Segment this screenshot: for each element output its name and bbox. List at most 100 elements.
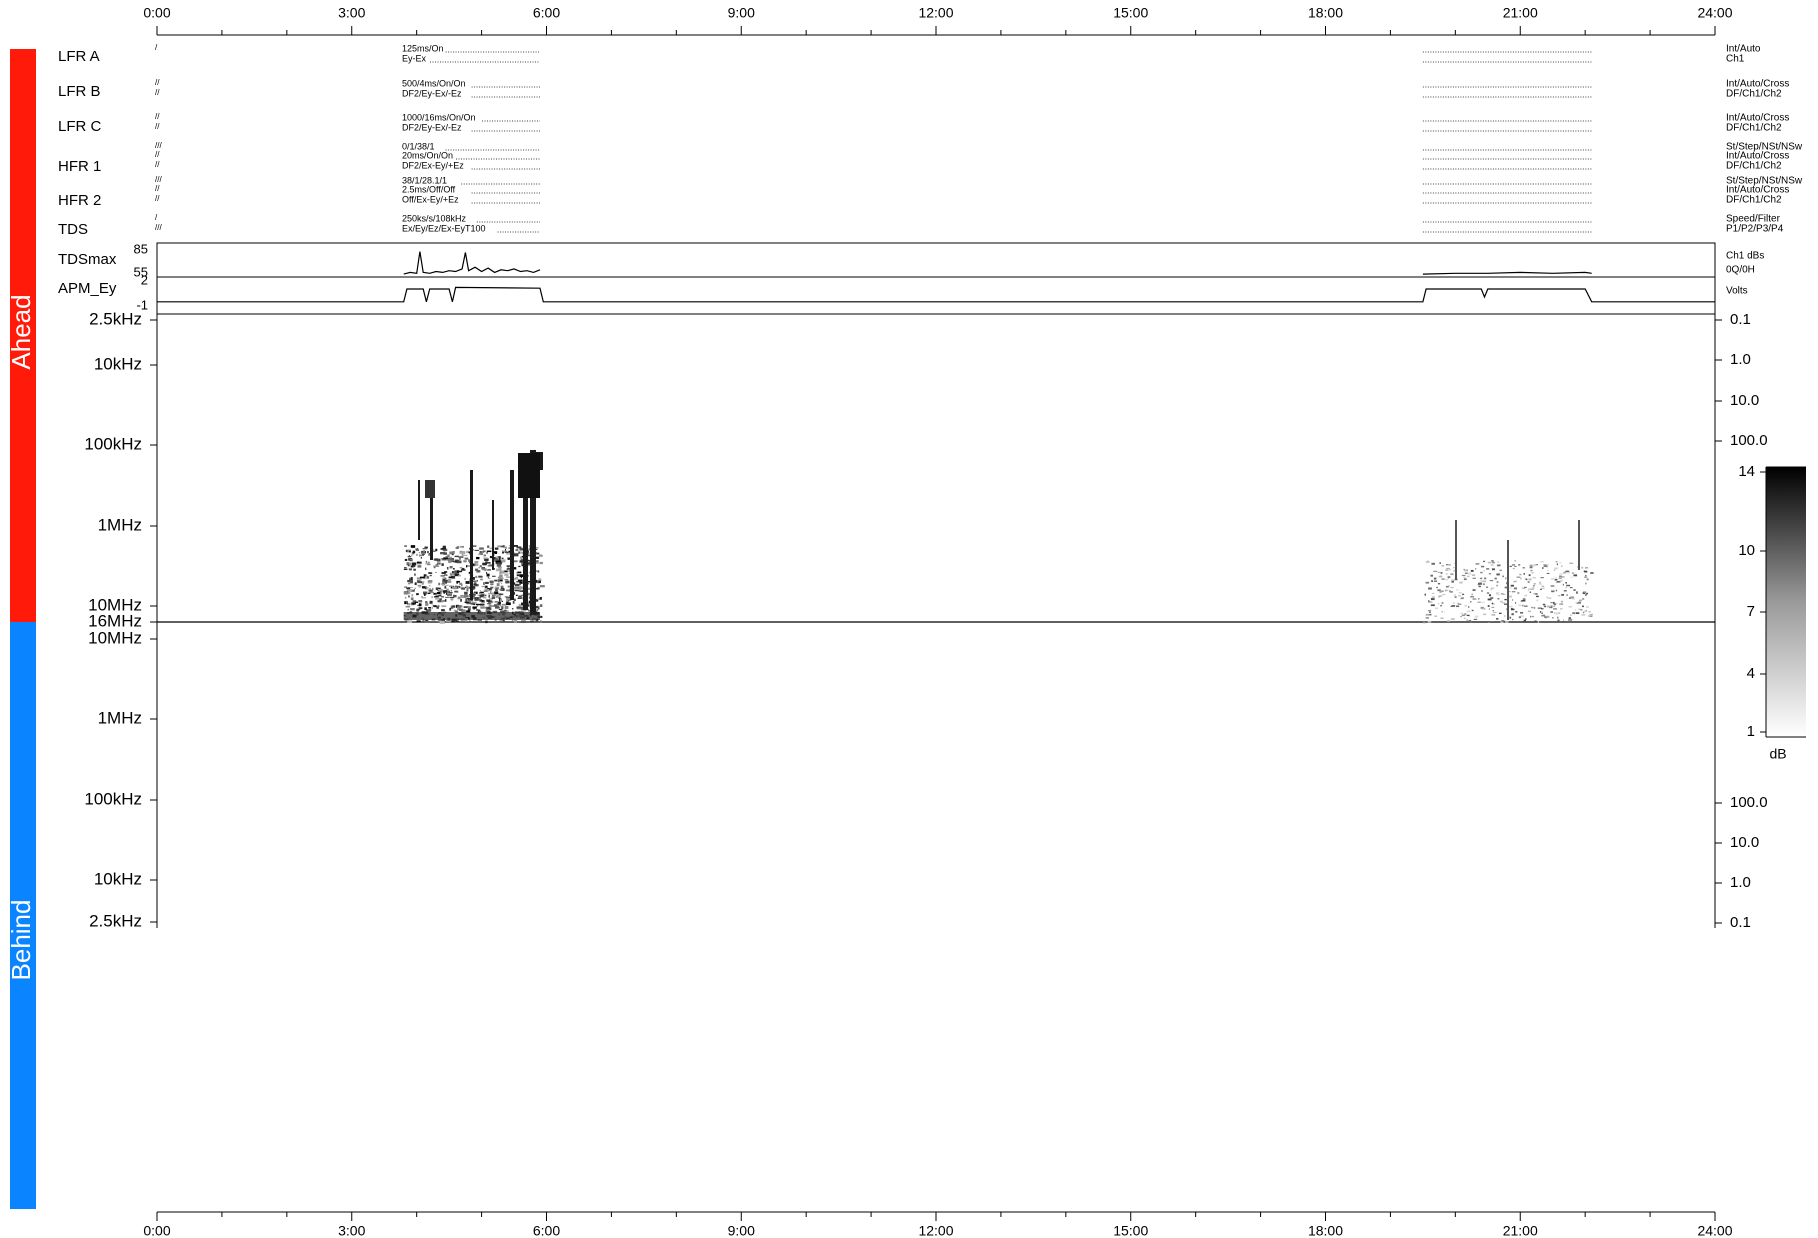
mode-left-code: // <box>155 194 160 203</box>
spectrogram-cell <box>1561 576 1565 578</box>
spectrogram-cell <box>1581 605 1585 608</box>
spectrogram-cell <box>1501 620 1505 622</box>
spectrogram-cell <box>1531 571 1534 574</box>
spectrogram-cell <box>499 577 504 580</box>
spectrogram-cell <box>1509 616 1512 619</box>
spectrogram-cell <box>1447 620 1451 622</box>
spectrogram-cell <box>1501 593 1506 595</box>
spectrogram-cell <box>425 576 430 579</box>
behind-bar <box>10 622 36 1209</box>
spectrogram-cell <box>414 582 417 586</box>
spectrogram-cell <box>1431 562 1435 565</box>
spectrogram-cell <box>407 620 413 623</box>
spectrogram-cell <box>1491 614 1496 616</box>
spectrogram-cell <box>1451 579 1455 582</box>
spectrogram-cell <box>1478 598 1480 600</box>
spectrogram-cell <box>484 558 489 561</box>
spectrogram-cell <box>406 562 410 566</box>
spectrogram-cell <box>471 587 475 590</box>
spectrogram-cell <box>456 570 460 574</box>
freq-tick-label: 0.1 <box>1730 311 1751 328</box>
spectrogram-cell <box>405 605 411 608</box>
spectrogram-cell <box>497 545 502 548</box>
spectrogram-cell <box>461 584 463 587</box>
spectrogram-cell <box>516 581 521 583</box>
spectrogram-cell <box>457 570 463 573</box>
spectrogram-cell <box>423 593 426 596</box>
spectrogram-cell <box>476 570 481 573</box>
spectrogram-cell <box>1482 580 1487 583</box>
spectrogram-cell <box>453 561 455 563</box>
freq-tick-label: 100kHz <box>84 434 142 453</box>
spectrogram-cell <box>1486 568 1490 570</box>
spectrogram-cell <box>504 546 507 549</box>
spectrogram-cell <box>1535 593 1538 595</box>
spectrogram-cell <box>1566 571 1570 574</box>
spectrogram-cell <box>1550 578 1555 580</box>
spectrogram-cell <box>1428 587 1432 590</box>
spectrogram-cell <box>1482 583 1486 586</box>
spectrogram-cell <box>450 606 454 609</box>
spectrogram-cell <box>495 556 499 559</box>
spectrogram-cell <box>490 583 494 586</box>
spectrogram-cell <box>442 576 445 579</box>
spectrogram-cell <box>1430 598 1435 601</box>
spectrogram-cell <box>1536 599 1539 602</box>
mode-right-label: Int/Auto <box>1726 44 1761 55</box>
colorbar-ticks: 14 10 7 4 1 <box>1738 463 1766 740</box>
spectrogram-cell <box>1559 575 1562 577</box>
spectrogram-cell <box>1550 585 1555 587</box>
spectrogram-cell <box>1423 621 1426 624</box>
spectrogram-cell <box>1530 569 1533 572</box>
spectrogram-cell <box>474 598 479 601</box>
spectrogram-cell <box>489 600 493 603</box>
spectrogram-cell <box>506 589 511 592</box>
spectrogram-cell <box>427 586 429 590</box>
spectrogram-cell <box>428 585 431 587</box>
spectrogram-cell <box>416 608 420 612</box>
spectrogram-cell <box>460 569 466 571</box>
spectrogram-cell <box>1559 603 1564 605</box>
mode-row-name: LFR C <box>58 118 102 135</box>
behind-spectrogram: 10MHz 1MHz 100kHz 10kHz 2.5kHz 100.0 10.0 1.0 0… <box>84 622 1768 931</box>
time-tick-label: 21:00 <box>1503 5 1538 21</box>
spectrogram-cell <box>444 574 448 576</box>
spectrogram-cell <box>450 560 454 562</box>
spectrogram-cell <box>1428 601 1431 603</box>
spectrogram-cell <box>460 595 465 598</box>
spectrogram-cell <box>1550 611 1553 613</box>
spectrogram-cell <box>441 572 446 575</box>
spectrogram-cell <box>416 580 421 583</box>
spectrogram-cell <box>1433 580 1438 582</box>
spectrogram-cell <box>416 620 421 623</box>
spectrogram-cell <box>1424 593 1426 596</box>
spectrogram-cell <box>501 557 504 560</box>
colorbar-tick-label: 7 <box>1747 603 1755 620</box>
spectrogram-cell <box>496 564 502 567</box>
spectrogram-streak <box>523 455 528 610</box>
spectrogram-cell <box>499 570 505 574</box>
spectrogram-cell <box>505 596 511 599</box>
spectrogram-cell <box>495 605 499 609</box>
spectrogram-cell <box>1568 619 1571 621</box>
spectrogram-cell <box>428 589 433 592</box>
spectrogram-cell <box>1450 618 1455 621</box>
apm-tick-minus1: -1 <box>136 297 148 312</box>
spectrogram-cell <box>504 579 509 581</box>
spectrogram-cell <box>1553 569 1556 571</box>
spectrogram-cell <box>512 567 517 570</box>
spectrogram-cell <box>517 589 522 592</box>
spectrogram-cell <box>1588 611 1591 613</box>
behind-label: Behind <box>6 900 36 981</box>
spectrogram-cell <box>447 554 450 557</box>
mode-left-code: // <box>155 184 160 193</box>
mode-setting-text: DF2/Ey-Ex/-Ez <box>402 88 462 98</box>
spectrogram-cell <box>1570 576 1573 578</box>
spectrogram-cell <box>496 583 500 587</box>
spectrogram-cell <box>527 552 530 556</box>
spectrogram-cell <box>467 606 471 609</box>
spectrogram-cell <box>422 553 425 555</box>
spectrogram-cell <box>1499 569 1502 571</box>
spectrogram-cell <box>1492 603 1495 605</box>
